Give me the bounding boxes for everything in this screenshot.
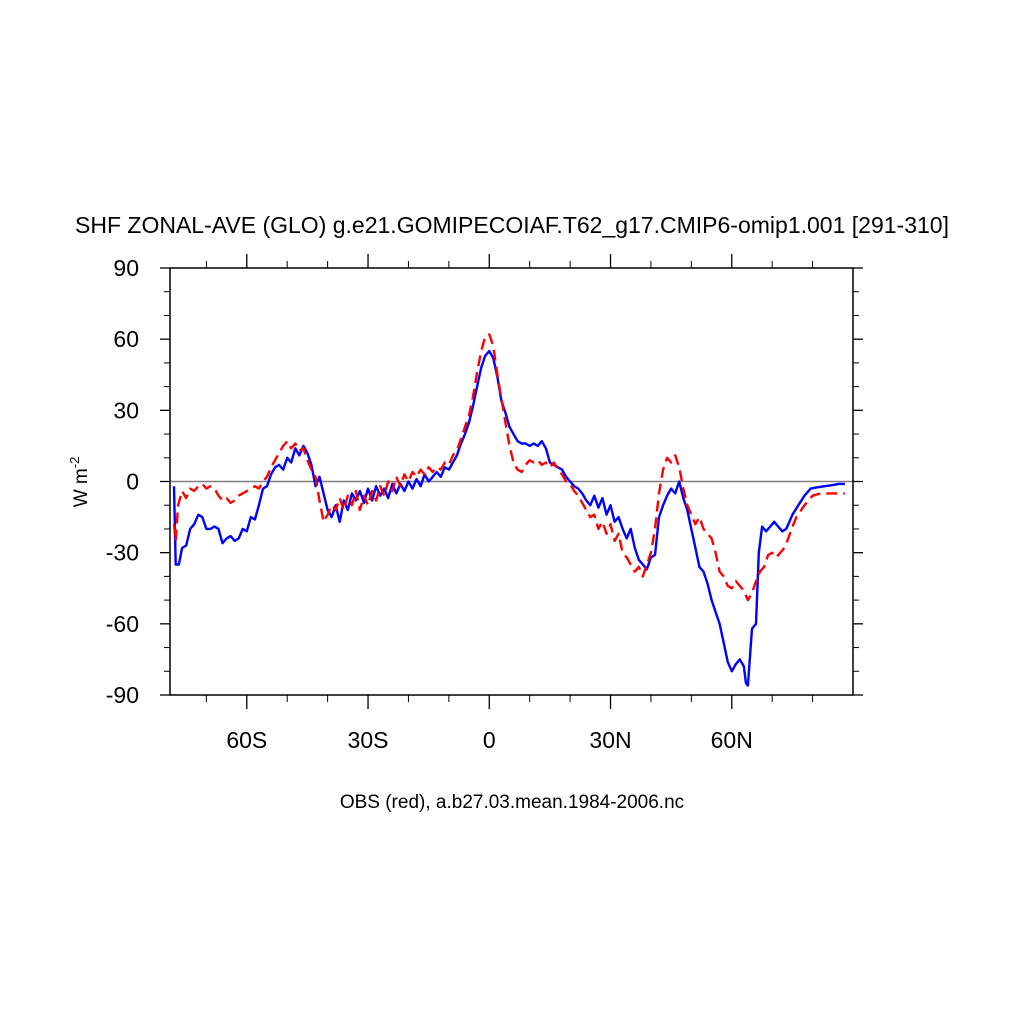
- x-tick-label: 60S: [226, 727, 267, 753]
- series-group: [172, 333, 845, 687]
- y-tick-label: -90: [106, 682, 139, 708]
- y-tick-label: 60: [113, 326, 139, 352]
- series-line-obs: [172, 333, 845, 602]
- chart-title: SHF ZONAL-AVE (GLO) g.e21.GOMIPECOIAF.T6…: [75, 212, 949, 238]
- y-axis-label: W m-2: [67, 457, 92, 508]
- y-tick-label: 30: [113, 397, 139, 423]
- y-tick-label: -60: [106, 611, 139, 637]
- x-tick-label: 0: [483, 727, 496, 753]
- y-tick-label: -30: [106, 540, 139, 566]
- x-tick-label: 30N: [589, 727, 631, 753]
- y-tick-label: 0: [126, 469, 139, 495]
- x-axis-label: OBS (red), a.b27.03.mean.1984-2006.nc: [340, 792, 684, 813]
- y-axis-label-superscript: -2: [67, 457, 82, 469]
- y-tick-label: 90: [113, 255, 139, 281]
- axis-ticks-group: 90 60 30 0 -30 -60 -90 60S 30S 0 30N 60N: [106, 254, 863, 753]
- y-axis-label-main: W m: [71, 468, 92, 507]
- x-tick-label: 60N: [711, 727, 753, 753]
- x-tick-label: 30S: [348, 727, 389, 753]
